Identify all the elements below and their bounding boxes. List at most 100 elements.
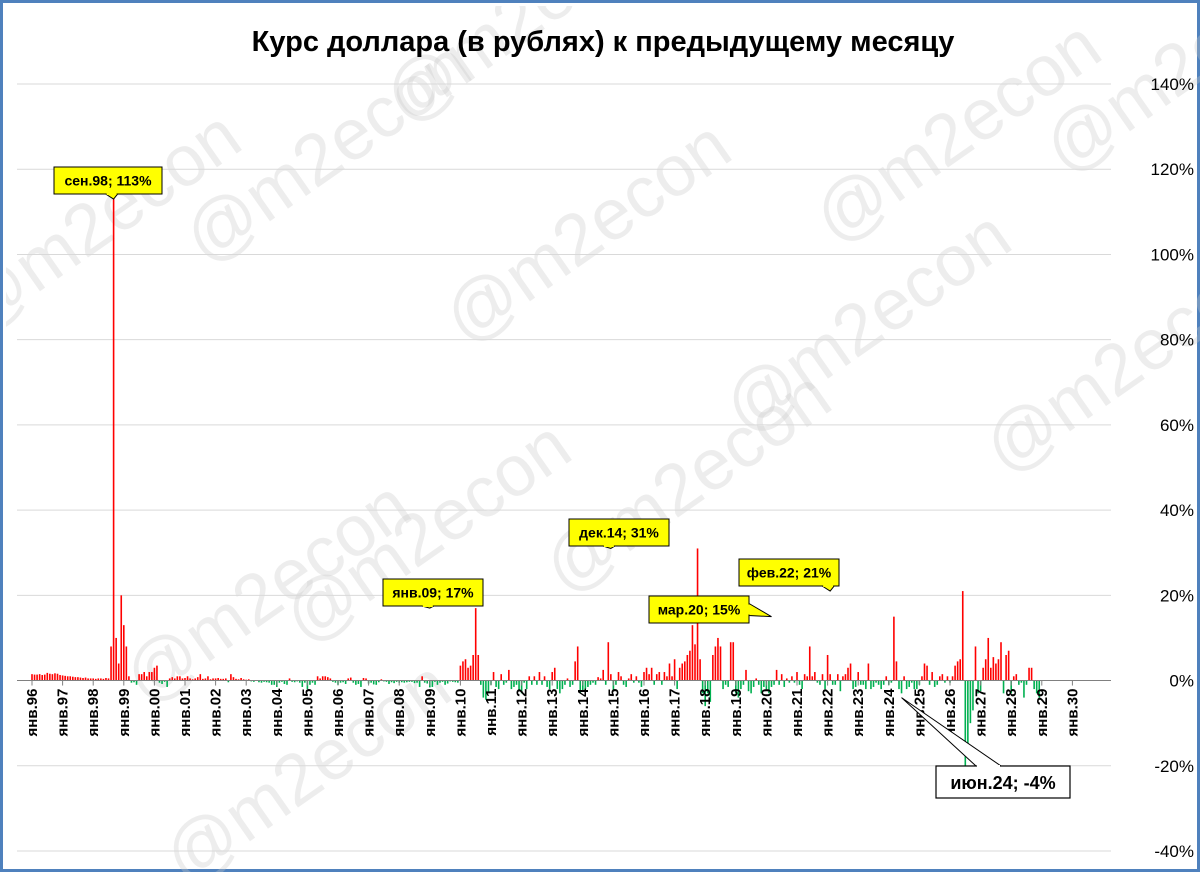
- bar: [102, 678, 105, 681]
- bar: [599, 678, 602, 681]
- bar: [232, 677, 235, 681]
- bar: [903, 676, 905, 681]
- bar: [653, 680, 655, 685]
- bar: [311, 680, 314, 683]
- bar: [546, 680, 548, 687]
- y-tick-label: 120%: [1151, 160, 1194, 179]
- bar: [724, 680, 727, 685]
- bar: [125, 646, 128, 681]
- bar: [33, 674, 36, 681]
- bar: [816, 680, 819, 683]
- x-tick-label: янв.18: [697, 689, 714, 737]
- bar: [515, 680, 518, 685]
- bar: [77, 677, 79, 681]
- bar: [959, 659, 961, 681]
- bar: [158, 680, 161, 683]
- bar: [133, 680, 135, 683]
- bar: [926, 665, 928, 681]
- callout-label: фев.22; 21%: [747, 565, 832, 581]
- bar: [543, 676, 546, 681]
- bar: [944, 680, 946, 683]
- bar: [627, 678, 630, 681]
- bar: [520, 680, 523, 694]
- x-tick-label: янв.98: [85, 689, 102, 737]
- bar: [222, 678, 225, 681]
- x-tick-label: янв.11: [483, 689, 500, 736]
- bar: [171, 677, 174, 681]
- bar: [38, 674, 41, 681]
- bar: [732, 642, 735, 681]
- bar: [870, 680, 872, 690]
- bar: [908, 680, 910, 687]
- bar: [735, 680, 737, 694]
- callout-label: мар.20; 15%: [658, 602, 741, 618]
- bar: [179, 676, 181, 681]
- bar: [885, 676, 888, 681]
- bar: [1015, 674, 1018, 681]
- bar: [1000, 642, 1002, 681]
- bar: [969, 680, 972, 724]
- x-tick-label: янв.24: [881, 688, 898, 737]
- bar: [54, 673, 56, 681]
- bar: [793, 680, 796, 683]
- bar: [403, 680, 406, 683]
- bar: [485, 680, 487, 700]
- bar: [72, 676, 74, 681]
- bar: [528, 676, 531, 681]
- bar: [263, 680, 265, 682]
- bar: [617, 672, 620, 681]
- bar: [1033, 680, 1035, 690]
- bar: [1028, 667, 1030, 681]
- bar: [913, 680, 916, 690]
- bar: [469, 665, 472, 681]
- bar: [681, 663, 684, 681]
- bar: [974, 646, 977, 681]
- bar: [219, 678, 222, 681]
- bar: [622, 680, 625, 685]
- gridlines: [17, 83, 1111, 852]
- bar: [196, 677, 199, 681]
- bar: [319, 678, 321, 681]
- bar: [893, 616, 895, 681]
- bar: [467, 667, 469, 681]
- bar: [839, 680, 842, 692]
- x-tick-label: янв.00: [146, 689, 163, 737]
- bar: [541, 680, 543, 685]
- bar: [378, 680, 380, 683]
- bar: [41, 675, 43, 681]
- bar: [362, 678, 365, 681]
- bar: [260, 680, 263, 683]
- bar: [459, 665, 462, 681]
- bar: [49, 673, 51, 681]
- bar: [602, 669, 604, 681]
- bar: [92, 678, 94, 681]
- bar: [492, 672, 495, 681]
- bar: [166, 680, 168, 687]
- bar: [798, 680, 801, 685]
- bar: [242, 679, 245, 681]
- bar: [329, 678, 332, 681]
- callout: фев.22; 21%: [738, 558, 840, 592]
- bar: [186, 676, 189, 681]
- bar: [1018, 680, 1020, 685]
- x-tick-label: янв.06: [330, 689, 347, 737]
- bar: [576, 646, 579, 681]
- bar: [247, 679, 250, 681]
- x-tick-label: янв.23: [850, 689, 867, 737]
- bar: [508, 669, 510, 681]
- bar: [418, 680, 421, 687]
- x-tick-label: янв.10: [452, 689, 469, 737]
- bar: [66, 676, 69, 681]
- watermark-layer: @m2econ@m2econ@m2econ@m2econ@m2econ@m2ec…: [6, 6, 1200, 872]
- bar: [931, 672, 933, 681]
- bar: [145, 676, 148, 681]
- bar: [370, 680, 372, 683]
- bar: [584, 680, 587, 690]
- bar: [635, 676, 638, 681]
- bar: [281, 680, 283, 682]
- bar: [620, 676, 622, 681]
- bar: [500, 674, 502, 681]
- bar: [1005, 654, 1007, 681]
- watermark-text: @m2econ: [429, 105, 745, 359]
- bar: [89, 678, 92, 681]
